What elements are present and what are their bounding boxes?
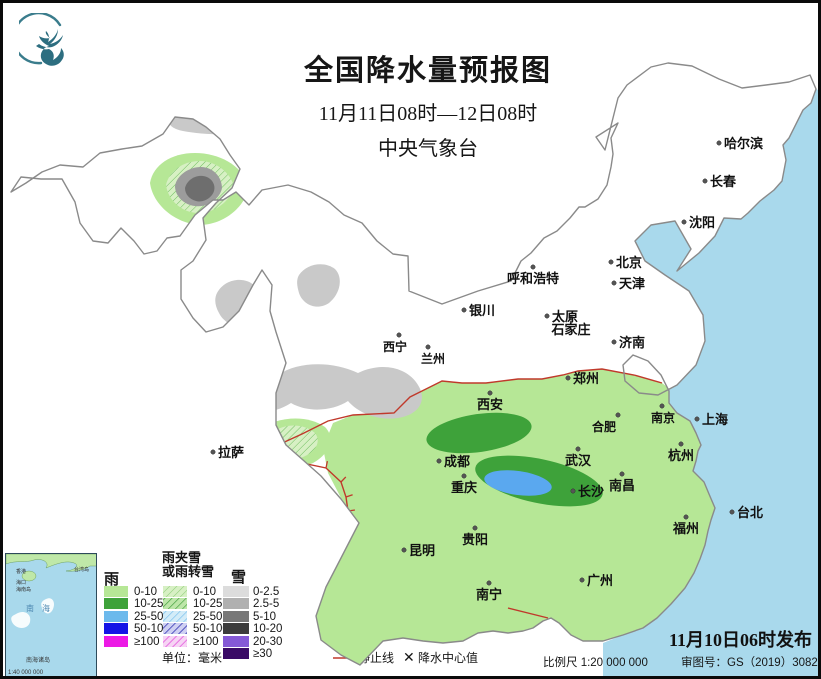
svg-text:郑州: 郑州: [573, 371, 599, 386]
svg-text:哈尔滨: 哈尔滨: [724, 136, 763, 151]
svg-text:杭州: 杭州: [668, 448, 694, 463]
svg-text:成都: 成都: [444, 454, 470, 469]
svg-text:5-10: 5-10: [253, 611, 276, 623]
svg-text:太原: 太原: [551, 309, 578, 324]
svg-text:石家庄: 石家庄: [550, 322, 590, 337]
svg-text:西宁: 西宁: [383, 339, 407, 354]
svg-text:≥100: ≥100: [193, 636, 219, 648]
svg-text:20-30: 20-30: [253, 636, 282, 648]
svg-text:台北: 台北: [737, 505, 763, 520]
svg-text:✕: ✕: [403, 649, 415, 665]
svg-text:2.5-5: 2.5-5: [253, 598, 279, 610]
svg-text:长春: 长春: [710, 174, 737, 189]
svg-text:北京: 北京: [616, 255, 642, 270]
svg-text:沈阳: 沈阳: [689, 215, 715, 230]
svg-text:天津: 天津: [619, 276, 645, 291]
svg-text:≥100: ≥100: [134, 636, 160, 648]
svg-text:长沙: 长沙: [578, 484, 604, 499]
svg-text:10-25: 10-25: [193, 598, 222, 610]
svg-text:南昌: 南昌: [609, 478, 635, 493]
svg-text:0-10: 0-10: [193, 586, 216, 598]
svg-text:比例尺 1:20 000 000: 比例尺 1:20 000 000: [543, 655, 648, 669]
svg-text:贵阳: 贵阳: [462, 532, 488, 547]
svg-text:重庆: 重庆: [451, 480, 477, 495]
svg-text:武汉: 武汉: [565, 453, 592, 468]
svg-text:昆明: 昆明: [409, 543, 435, 558]
svg-text:南宁: 南宁: [476, 587, 502, 602]
svg-text:10-25: 10-25: [134, 598, 163, 610]
svg-text:0-10: 0-10: [134, 586, 157, 598]
svg-text:单位：毫米: 单位：毫米: [162, 650, 222, 665]
svg-text:审图号：GS（2019）3082号: 审图号：GS（2019）3082号: [681, 655, 821, 669]
svg-text:合肥: 合肥: [592, 419, 616, 434]
svg-text:11月10日06时发布: 11月10日06时发布: [669, 629, 812, 650]
svg-text:西安: 西安: [477, 397, 503, 412]
svg-text:0-2.5: 0-2.5: [253, 586, 279, 598]
svg-text:25-50: 25-50: [193, 611, 222, 623]
svg-text:上海: 上海: [702, 412, 728, 427]
svg-text:兰州: 兰州: [421, 351, 445, 366]
svg-text:10-20: 10-20: [253, 623, 282, 635]
svg-text:呼和浩特: 呼和浩特: [507, 271, 559, 286]
svg-text:拉萨: 拉萨: [218, 445, 244, 460]
svg-text:≥30: ≥30: [253, 648, 272, 660]
svg-text:南京: 南京: [651, 410, 675, 425]
svg-text:25-50: 25-50: [134, 611, 163, 623]
svg-text:降水中心值: 降水中心值: [418, 650, 478, 665]
svg-text:福州: 福州: [672, 521, 699, 536]
svg-text:济南: 济南: [619, 335, 645, 350]
svg-text:银川: 银川: [469, 303, 495, 318]
svg-text:广州: 广州: [587, 573, 613, 588]
